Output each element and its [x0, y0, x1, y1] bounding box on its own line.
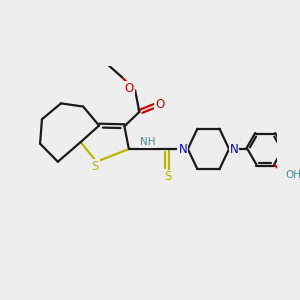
Text: O: O: [125, 82, 134, 95]
Text: S: S: [91, 160, 99, 173]
Text: N: N: [178, 142, 187, 155]
Text: NH: NH: [140, 137, 156, 147]
Text: S: S: [164, 170, 172, 184]
Text: N: N: [230, 142, 239, 155]
Text: OH: OH: [285, 169, 300, 180]
Text: O: O: [155, 98, 165, 112]
